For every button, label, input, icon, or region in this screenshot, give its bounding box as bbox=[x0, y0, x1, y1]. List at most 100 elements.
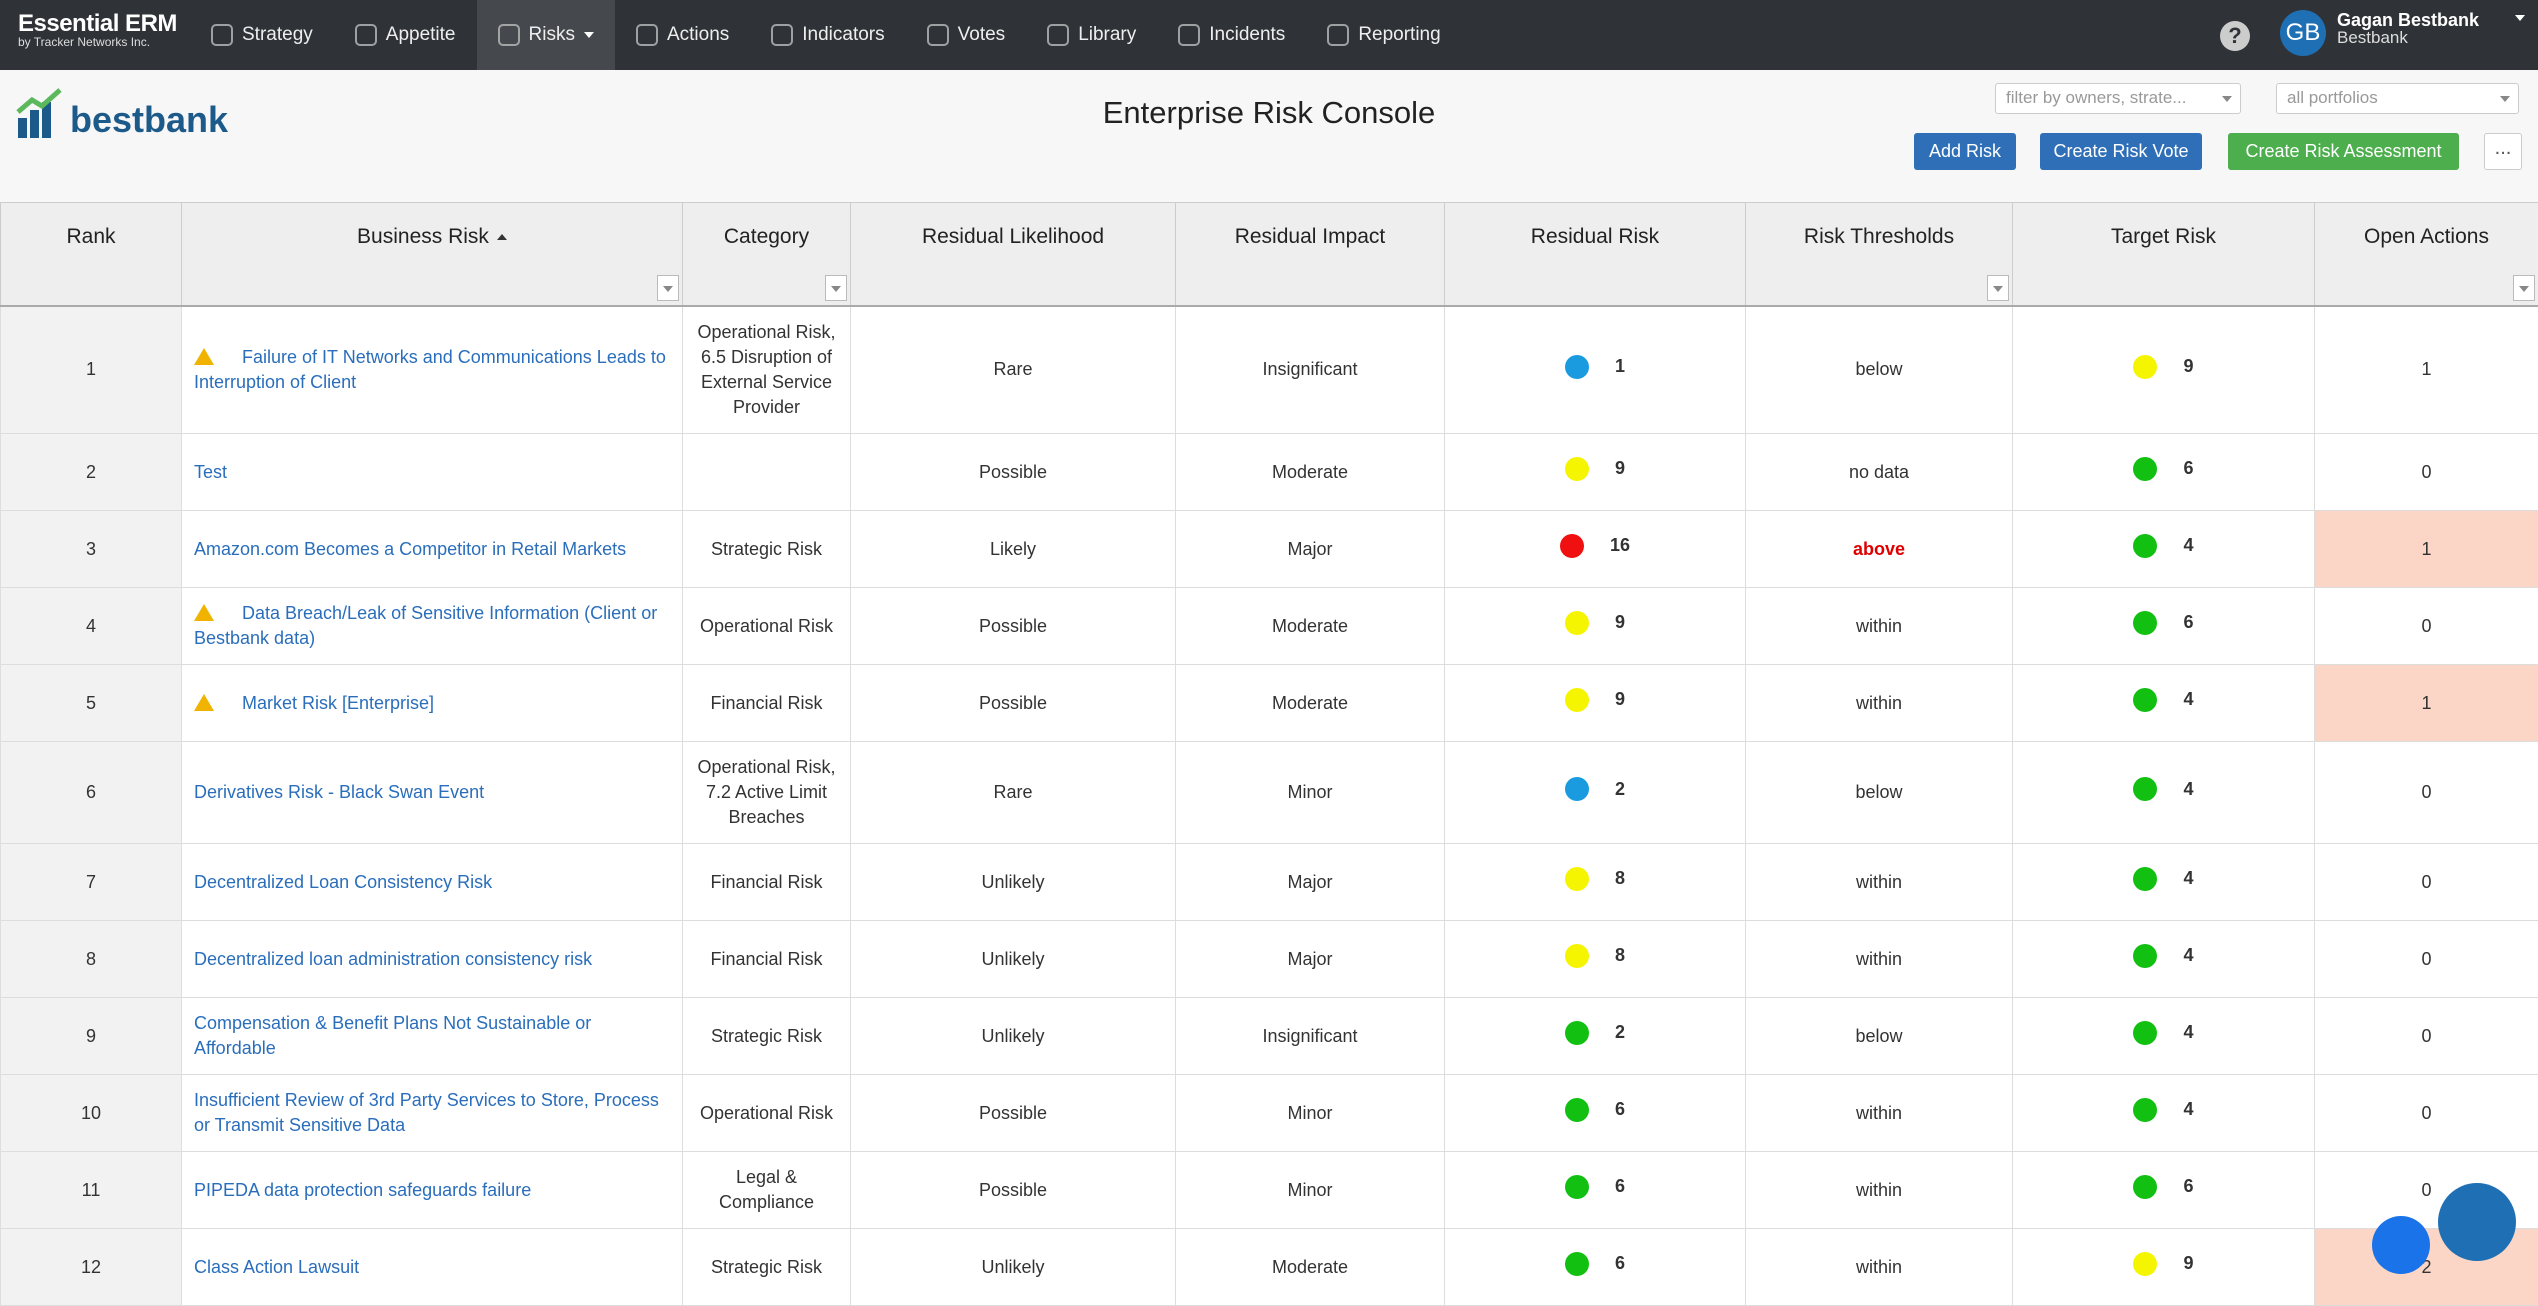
nav-item[interactable]: Risks bbox=[477, 0, 615, 70]
brand[interactable]: Essential ERM by Tracker Networks Inc. bbox=[18, 12, 177, 49]
column-header[interactable]: Residual Risk bbox=[1445, 203, 1746, 306]
avatar[interactable]: GB bbox=[2280, 10, 2326, 56]
risk-link[interactable]: Amazon.com Becomes a Competitor in Retai… bbox=[194, 539, 626, 559]
accessibility-button[interactable] bbox=[2372, 1216, 2430, 1274]
nav-item[interactable]: Reporting bbox=[1306, 0, 1461, 70]
risk-name[interactable]: Decentralized loan administration consis… bbox=[182, 921, 683, 998]
open-actions: 0 bbox=[2315, 844, 2538, 921]
risk-name[interactable]: Insufficient Review of 3rd Party Service… bbox=[182, 1075, 683, 1152]
open-actions: 1 bbox=[2315, 665, 2538, 742]
threshold: below bbox=[1746, 998, 2013, 1075]
target-risk: 4 bbox=[2013, 998, 2315, 1075]
risk-name[interactable]: Class Action Lawsuit bbox=[182, 1229, 683, 1306]
nav-item[interactable]: Actions bbox=[615, 0, 750, 70]
column-filter[interactable] bbox=[825, 275, 847, 301]
target-risk-value: 9 bbox=[2183, 354, 2193, 379]
residual-risk: 9 bbox=[1445, 588, 1746, 665]
column-header[interactable]: Residual Likelihood bbox=[851, 203, 1176, 306]
risk-link[interactable]: Market Risk [Enterprise] bbox=[242, 693, 434, 713]
target-risk-score: 9 bbox=[2133, 1251, 2193, 1276]
column-filter[interactable] bbox=[1987, 275, 2009, 301]
risk-link[interactable]: Insufficient Review of 3rd Party Service… bbox=[194, 1090, 659, 1135]
create-assessment-button[interactable]: Create Risk Assessment bbox=[2228, 133, 2459, 170]
risk-row: 1Failure of IT Networks and Communicatio… bbox=[1, 306, 2538, 434]
likelihood: Unlikely bbox=[851, 1229, 1176, 1306]
target-risk-dot bbox=[2133, 355, 2157, 379]
column-header[interactable]: Category bbox=[683, 203, 851, 306]
portfolio-filter[interactable]: all portfolios bbox=[2276, 83, 2519, 114]
column-label: Open Actions bbox=[2364, 225, 2489, 248]
column-filter[interactable] bbox=[657, 275, 679, 301]
threshold: within bbox=[1746, 665, 2013, 742]
chat-button[interactable] bbox=[2438, 1183, 2516, 1261]
risk-link[interactable]: Decentralized loan administration consis… bbox=[194, 949, 592, 969]
threshold: within bbox=[1746, 1229, 2013, 1306]
risk-name[interactable]: Test bbox=[182, 434, 683, 511]
add-risk-button[interactable]: Add Risk bbox=[1914, 133, 2016, 170]
user-caret[interactable] bbox=[2515, 15, 2525, 21]
risk-name[interactable]: Amazon.com Becomes a Competitor in Retai… bbox=[182, 511, 683, 588]
residual-risk-value: 6 bbox=[1615, 1097, 1625, 1122]
column-header[interactable]: Target Risk bbox=[2013, 203, 2315, 306]
column-label: Risk Thresholds bbox=[1804, 225, 1954, 248]
nav-label: Library bbox=[1078, 24, 1136, 46]
target-risk: 6 bbox=[2013, 1152, 2315, 1229]
threshold: no data bbox=[1746, 434, 2013, 511]
column-label: Target Risk bbox=[2111, 225, 2216, 248]
risk-name[interactable]: Decentralized Loan Consistency Risk bbox=[182, 844, 683, 921]
target-risk-dot bbox=[2133, 457, 2157, 481]
risk-link[interactable]: Failure of IT Networks and Communication… bbox=[194, 347, 666, 392]
risk-link[interactable]: Compensation & Benefit Plans Not Sustain… bbox=[194, 1013, 591, 1058]
nav-item[interactable]: Votes bbox=[906, 0, 1027, 70]
risk-name[interactable]: Compensation & Benefit Plans Not Sustain… bbox=[182, 998, 683, 1075]
rank: 3 bbox=[1, 511, 182, 588]
nav-label: Appetite bbox=[386, 24, 456, 46]
risk-name[interactable]: PIPEDA data protection safeguards failur… bbox=[182, 1152, 683, 1229]
column-header[interactable]: Risk Thresholds bbox=[1746, 203, 2013, 306]
residual-risk: 6 bbox=[1445, 1229, 1746, 1306]
create-vote-button[interactable]: Create Risk Vote bbox=[2040, 133, 2202, 170]
nav-item[interactable]: Indicators bbox=[750, 0, 905, 70]
target-risk-value: 6 bbox=[2183, 456, 2193, 481]
owner-filter[interactable]: filter by owners, strate... bbox=[1995, 83, 2241, 114]
risk-link[interactable]: Data Breach/Leak of Sensitive Informatio… bbox=[194, 603, 657, 648]
risk-row: 10Insufficient Review of 3rd Party Servi… bbox=[1, 1075, 2538, 1152]
category: Operational Risk bbox=[683, 588, 851, 665]
residual-risk-value: 9 bbox=[1615, 456, 1625, 481]
residual-risk-score: 8 bbox=[1565, 943, 1625, 968]
risk-link[interactable]: PIPEDA data protection safeguards failur… bbox=[194, 1180, 531, 1200]
risk-name[interactable]: Derivatives Risk - Black Swan Event bbox=[182, 742, 683, 844]
risk-link[interactable]: Test bbox=[194, 462, 227, 482]
target-risk-value: 4 bbox=[2183, 1020, 2193, 1045]
risk-name[interactable]: Failure of IT Networks and Communication… bbox=[182, 306, 683, 434]
help-icon[interactable]: ? bbox=[2220, 21, 2250, 51]
impact: Insignificant bbox=[1176, 306, 1445, 434]
residual-risk: 8 bbox=[1445, 844, 1746, 921]
target-risk-value: 4 bbox=[2183, 1097, 2193, 1122]
likelihood: Unlikely bbox=[851, 921, 1176, 998]
risk-link[interactable]: Derivatives Risk - Black Swan Event bbox=[194, 782, 484, 802]
brand-sub: by Tracker Networks Inc. bbox=[18, 36, 177, 49]
rank: 6 bbox=[1, 742, 182, 844]
nav-item[interactable]: Strategy bbox=[190, 0, 334, 70]
nav-item[interactable]: Library bbox=[1026, 0, 1157, 70]
column-header[interactable]: Open Actions bbox=[2315, 203, 2538, 306]
column-header[interactable]: Rank bbox=[1, 203, 182, 306]
risk-link[interactable]: Decentralized Loan Consistency Risk bbox=[194, 872, 492, 892]
nav-item[interactable]: Appetite bbox=[334, 0, 477, 70]
column-header[interactable]: Residual Impact bbox=[1176, 203, 1445, 306]
nav-item[interactable]: Incidents bbox=[1157, 0, 1306, 70]
column-filter[interactable] bbox=[2513, 275, 2535, 301]
residual-risk: 6 bbox=[1445, 1152, 1746, 1229]
risk-row: 11PIPEDA data protection safeguards fail… bbox=[1, 1152, 2538, 1229]
risk-name[interactable]: Market Risk [Enterprise] bbox=[182, 665, 683, 742]
risk-link[interactable]: Class Action Lawsuit bbox=[194, 1257, 359, 1277]
column-header[interactable]: Business Risk bbox=[182, 203, 683, 306]
category: Operational Risk, 7.2 Active Limit Breac… bbox=[683, 742, 851, 844]
more-button[interactable]: ... bbox=[2484, 133, 2522, 170]
residual-risk: 2 bbox=[1445, 742, 1746, 844]
target-risk-value: 4 bbox=[2183, 687, 2193, 712]
risk-name[interactable]: Data Breach/Leak of Sensitive Informatio… bbox=[182, 588, 683, 665]
